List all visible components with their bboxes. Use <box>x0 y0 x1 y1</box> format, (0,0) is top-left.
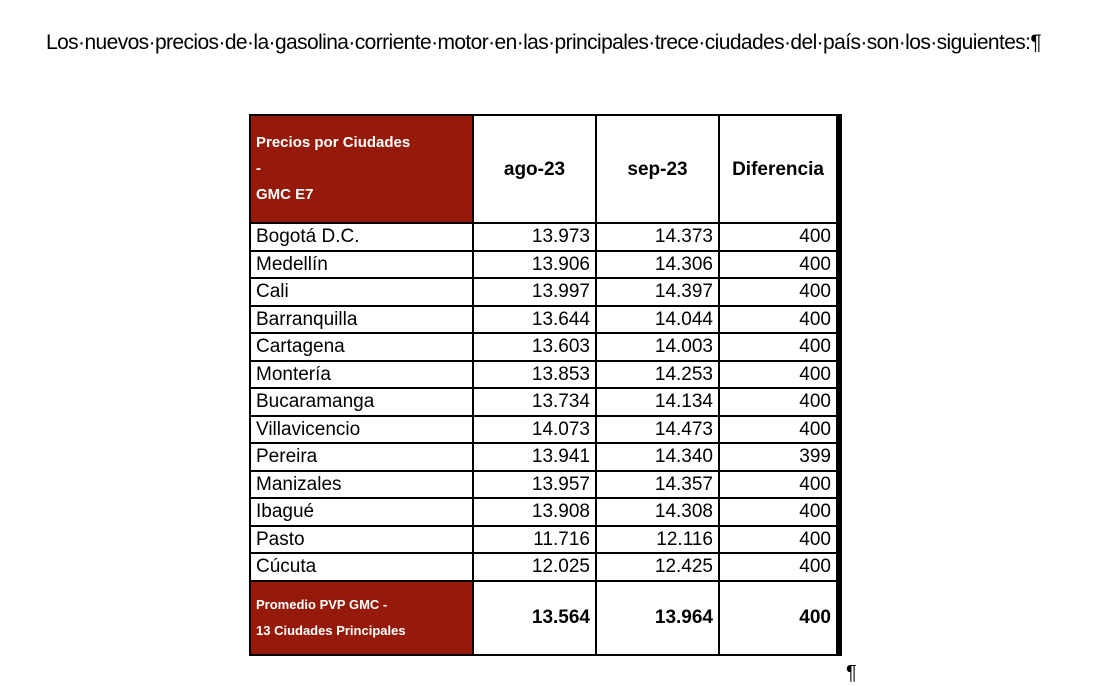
city-cell: Cali <box>249 277 474 307</box>
city-cell: Pasto <box>249 524 474 554</box>
label-line: GMC E7 <box>256 186 314 203</box>
data-row: Manizales 13.957 14.357 400 <box>249 469 840 499</box>
label-line: Promedio PVP GMC - <box>256 596 388 612</box>
value-cell: 14.473 <box>595 414 720 444</box>
value-cell: 13.603 <box>472 332 597 362</box>
value-cell: 400 <box>718 469 840 499</box>
data-row: Barranquilla 13.644 14.044 400 <box>249 304 840 334</box>
city-cell: Cartagena <box>249 332 474 362</box>
value-cell: 13.973 <box>472 222 597 252</box>
label-line: - <box>256 160 261 177</box>
value-cell: 13.957 <box>472 469 597 499</box>
city-cell: Cúcuta <box>249 552 474 582</box>
value-cell: 400 <box>718 249 840 279</box>
label-cell: Precios por Ciudades - GMC E7 <box>249 114 474 224</box>
footer-row: Promedio PVP GMC - 13 Ciudades Principale… <box>249 579 840 656</box>
value-cell: 14.373 <box>595 222 720 252</box>
data-row: Cali 13.997 14.397 400 <box>249 277 840 307</box>
data-row: Cúcuta 12.025 12.425 400 <box>249 552 840 582</box>
value-cell: 400 <box>718 304 840 334</box>
value-cell: 400 <box>718 359 840 389</box>
value-cell: 400 <box>718 277 840 307</box>
city-cell: Manizales <box>249 469 474 499</box>
price-table: Precios por Ciudades - GMC E7 ago-23 sep-23 D… <box>249 114 842 656</box>
value-cell: 11.716 <box>472 524 597 554</box>
label-line: 13 Ciudades Principales <box>256 622 406 638</box>
data-row: Bucaramanga 13.734 14.134 400 <box>249 387 840 417</box>
city-cell: Ibagué <box>249 497 474 527</box>
city-cell: Bogotá D.C. <box>249 222 474 252</box>
value-cell: 14.306 <box>595 249 720 279</box>
average-cell: 13.564 <box>472 579 597 656</box>
value-cell: 13.941 <box>472 442 597 472</box>
value-cell: 13.997 <box>472 277 597 307</box>
paragraph: Los·nuevos·precios·de·la·gasolina·corrie… <box>46 31 1042 54</box>
data-row: Villavicencio 14.073 14.473 400 <box>249 414 840 444</box>
value-cell: 13.853 <box>472 359 597 389</box>
value-cell: 399 <box>718 442 840 472</box>
data-row: Ibagué 13.908 14.308 400 <box>249 497 840 527</box>
city-cell: Barranquilla <box>249 304 474 334</box>
data-row: Cartagena 13.603 14.003 400 <box>249 332 840 362</box>
value-cell: 400 <box>718 332 840 362</box>
column-header: sep-23 <box>595 114 720 224</box>
city-cell: Villavicencio <box>249 414 474 444</box>
value-cell: 14.134 <box>595 387 720 417</box>
data-row: Pereira 13.941 14.340 399 <box>249 442 840 472</box>
value-cell: 14.003 <box>595 332 720 362</box>
table-body: Precios por Ciudades - GMC E7 ago-23 sep-23 D… <box>249 114 840 656</box>
value-cell: 400 <box>718 497 840 527</box>
value-cell: 12.025 <box>472 552 597 582</box>
value-cell: 14.044 <box>595 304 720 334</box>
data-row: Bogotá D.C. 13.973 14.373 400 <box>249 222 840 252</box>
value-cell: 14.253 <box>595 359 720 389</box>
average-cell: 13.964 <box>595 579 720 656</box>
data-row: Pasto 11.716 12.116 400 <box>249 524 840 554</box>
pilcrow: ¶ <box>846 662 857 684</box>
value-cell: 14.397 <box>595 277 720 307</box>
label-line: Precios por Ciudades <box>256 134 411 151</box>
value-cell: 400 <box>718 524 840 554</box>
value-cell: 14.073 <box>472 414 597 444</box>
header-row: Precios por Ciudades - GMC E7 ago-23 sep-23 D… <box>249 114 840 224</box>
value-cell: 12.116 <box>595 524 720 554</box>
value-cell: 400 <box>718 222 840 252</box>
value-cell: 13.906 <box>472 249 597 279</box>
value-cell: 13.908 <box>472 497 597 527</box>
value-cell: 14.308 <box>595 497 720 527</box>
value-cell: 14.340 <box>595 442 720 472</box>
city-cell: Pereira <box>249 442 474 472</box>
city-cell: Bucaramanga <box>249 387 474 417</box>
value-cell: 13.734 <box>472 387 597 417</box>
data-row: Medellín 13.906 14.306 400 <box>249 249 840 279</box>
data-row: Montería 13.853 14.253 400 <box>249 359 840 389</box>
column-header: ago-23 <box>472 114 597 224</box>
value-cell: 400 <box>718 414 840 444</box>
column-header: Diferencia <box>718 114 840 224</box>
value-cell: 13.644 <box>472 304 597 334</box>
label-cell: Promedio PVP GMC - 13 Ciudades Principale… <box>249 579 474 656</box>
city-cell: Montería <box>249 359 474 389</box>
average-cell: 400 <box>718 579 840 656</box>
value-cell: 12.425 <box>595 552 720 582</box>
city-cell: Medellín <box>249 249 474 279</box>
value-cell: 14.357 <box>595 469 720 499</box>
value-cell: 400 <box>718 387 840 417</box>
value-cell: 400 <box>718 552 840 582</box>
